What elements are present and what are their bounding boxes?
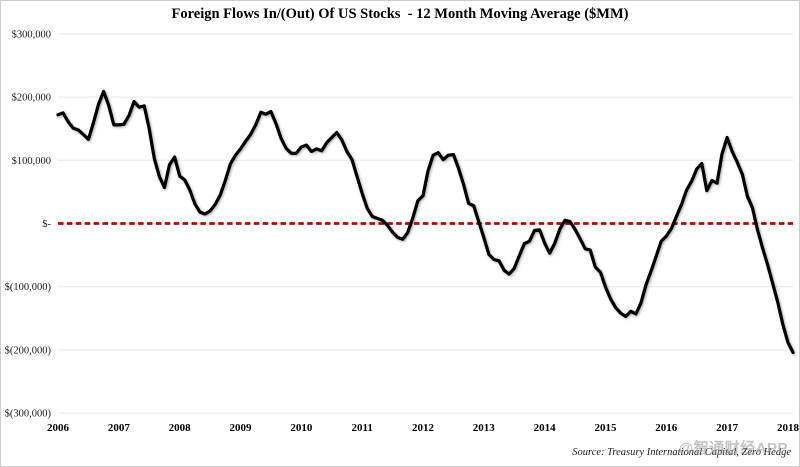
x-tick-label: 2008 — [169, 422, 192, 434]
x-tick-label: 2018 — [777, 422, 799, 434]
y-tick-label: $(300,000) — [5, 409, 52, 420]
chart-title: Foreign Flows In/(Out) Of US Stocks - 12… — [171, 6, 629, 22]
y-tick-label: $- — [42, 219, 51, 230]
x-tick-label: 2013 — [473, 422, 496, 434]
y-tick-label: $(200,000) — [5, 345, 52, 356]
y-tick-label: $(100,000) — [5, 282, 52, 293]
y-tick-label: $100,000 — [12, 156, 51, 167]
x-tick-label: 2017 — [716, 422, 739, 434]
x-tick-label: 2012 — [412, 422, 435, 434]
x-tick-label: 2007 — [108, 422, 131, 434]
x-tick-label: 2014 — [534, 422, 557, 434]
x-tick-label: 2009 — [229, 422, 252, 434]
y-tick-label: $300,000 — [12, 29, 51, 40]
source-credit: Source: Treasury International Capital, … — [572, 447, 791, 458]
x-tick-label: 2015 — [594, 422, 617, 434]
x-tick-label: 2011 — [351, 422, 372, 434]
x-tick-label: 2006 — [47, 422, 70, 434]
x-tick-label: 2016 — [655, 422, 678, 434]
watermark: @智通财经APP — [678, 440, 788, 457]
y-tick-label: $200,000 — [12, 93, 51, 104]
x-tick-label: 2010 — [290, 422, 313, 434]
flows-line — [56, 89, 795, 354]
